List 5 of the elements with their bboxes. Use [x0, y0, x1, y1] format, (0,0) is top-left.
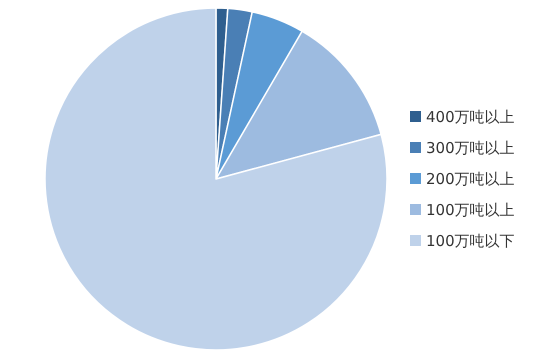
legend-label: 200万吨以上	[426, 170, 515, 188]
legend-label: 100万吨以下	[426, 232, 515, 250]
legend-label: 100万吨以上	[426, 201, 515, 219]
legend-label: 400万吨以上	[426, 108, 515, 126]
legend-label: 300万吨以上	[426, 139, 515, 157]
